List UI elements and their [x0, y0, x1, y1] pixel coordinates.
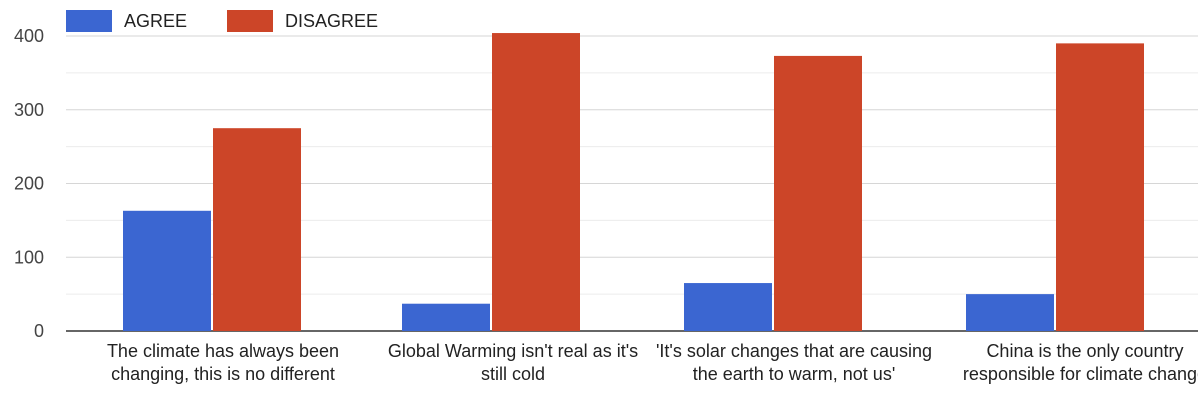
legend-item-disagree: DISAGREE — [227, 10, 378, 32]
bar-agree-1 — [123, 210, 211, 331]
bar-disagree-4 — [1056, 43, 1144, 331]
bar-agree-3 — [684, 283, 772, 331]
legend-swatch-disagree — [227, 10, 274, 32]
legend-label-agree: AGREE — [124, 10, 188, 31]
chart-legend: AGREE DISAGREE — [66, 10, 418, 32]
legend-label-disagree: DISAGREE — [285, 10, 379, 31]
bar-disagree-3 — [774, 55, 862, 331]
x-tick-label-4: China is the only country responsible fo… — [962, 341, 1198, 384]
bar-agree-4 — [966, 294, 1054, 331]
legend-swatch-agree — [66, 10, 112, 32]
y-tick-label-100: 100 — [14, 247, 44, 267]
x-tick-label-1: The climate has always been changing, th… — [106, 341, 340, 384]
bar-agree-2 — [402, 303, 490, 331]
legend-item-agree: AGREE — [66, 10, 187, 32]
y-tick-label-0: 0 — [34, 321, 44, 340]
bar-chart: 0 100 200 300 400 — [14, 26, 1198, 340]
bar-disagree-2 — [492, 33, 580, 332]
x-tick-label-2: Global Warming isn't real as it's still … — [387, 341, 639, 384]
y-tick-label-300: 300 — [14, 100, 44, 120]
y-tick-label-200: 200 — [14, 174, 44, 194]
y-tick-label-400: 400 — [14, 26, 44, 46]
x-tick-label-3: 'It's solar changes that are causing the… — [655, 341, 933, 384]
bar-disagree-1 — [213, 128, 301, 331]
